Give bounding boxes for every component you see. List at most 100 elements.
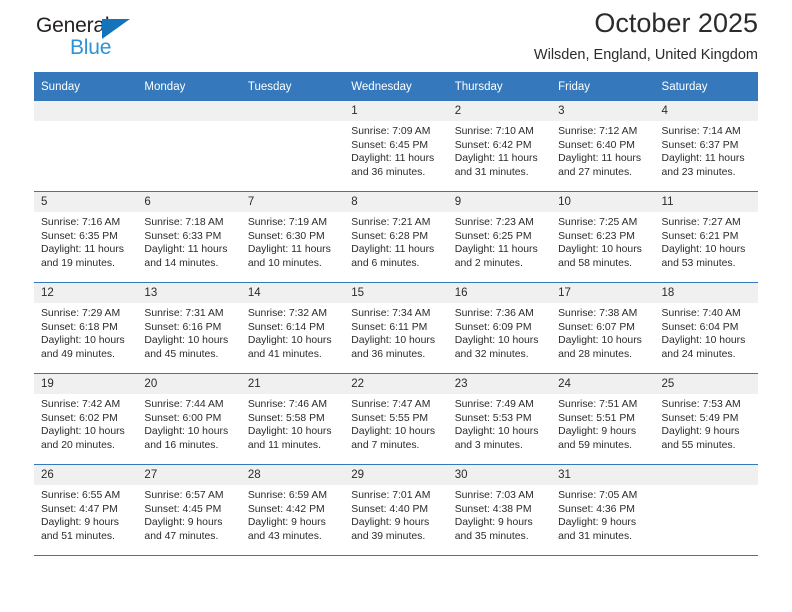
day-number [137,101,241,121]
sunrise-sunset-calendar: Sunday Monday Tuesday Wednesday Thursday… [34,72,758,556]
calendar-day-cell[interactable]: 4 Sunrise: 7:14 AM Sunset: 6:37 PM Daylight… [654,101,758,192]
calendar-week-row: 19 Sunrise: 7:42 AM Sunset: 6:02 PM Dayligh… [34,373,758,465]
day-number: 19 [34,374,138,394]
sunset-text: Sunset: 4:38 PM [454,503,532,515]
daylight-text-line2: and 2 minutes. [454,257,523,269]
daylight-text-line1: Daylight: 10 hours [558,335,642,346]
sunrise-text: Sunrise: 7:42 AM [41,399,121,410]
day-number: 9 [447,192,552,212]
sunrise-text: Sunrise: 7:36 AM [454,308,534,319]
page-subtitle: Wilsden, England, United Kingdom [533,47,758,63]
calendar-day-cell[interactable]: 29 Sunrise: 7:01 AM Sunset: 4:40 PM Dayligh… [344,464,448,556]
day-number: 30 [447,465,552,485]
sunrise-text: Sunrise: 7:51 AM [558,399,638,410]
day-details: Sunrise: 7:09 AM Sunset: 6:45 PM Daylight:… [344,121,447,179]
calendar-day-cell[interactable]: 7 Sunrise: 7:19 AM Sunset: 6:30 PM Daylight… [240,191,345,283]
day-details: Sunrise: 7:23 AM Sunset: 6:25 PM Daylight:… [448,212,551,270]
daylight-text-line1: Daylight: 11 hours [454,244,538,255]
day-number: 10 [551,192,655,212]
day-number: 16 [447,283,552,303]
sunrise-text: Sunrise: 6:57 AM [144,490,224,501]
day-number: 18 [654,283,758,303]
logo-triangle-icon [102,19,130,39]
calendar-day-cell[interactable]: 19 Sunrise: 7:42 AM Sunset: 6:02 PM Dayligh… [34,373,138,465]
day-number: 29 [344,465,448,485]
calendar-day-cell[interactable]: 13 Sunrise: 7:31 AM Sunset: 6:16 PM Dayligh… [137,282,241,374]
day-number: 31 [551,465,655,485]
day-details: Sunrise: 6:55 AM Sunset: 4:47 PM Daylight:… [34,485,137,543]
sunset-text: Sunset: 6:28 PM [351,230,429,242]
sunset-text: Sunset: 4:36 PM [558,503,635,515]
calendar-day-cell[interactable]: 1 Sunrise: 7:09 AM Sunset: 6:45 PM Daylight… [344,101,448,192]
daylight-text-line2: and 7 minutes. [351,439,420,451]
calendar-day-cell[interactable]: 31 Sunrise: 7:05 AM Sunset: 4:36 PM Dayligh… [551,464,655,556]
day-details: Sunrise: 7:05 AM Sunset: 4:36 PM Daylight:… [551,485,654,543]
daylight-text-line2: and 47 minutes. [144,530,219,542]
day-details: Sunrise: 7:34 AM Sunset: 6:11 PM Daylight:… [344,303,447,361]
sunrise-text: Sunrise: 7:10 AM [454,126,534,137]
sunrise-text: Sunrise: 7:38 AM [558,308,638,319]
calendar-day-cell[interactable]: 17 Sunrise: 7:38 AM Sunset: 6:07 PM Dayligh… [551,282,655,374]
sunrise-text: Sunrise: 7:19 AM [247,217,327,228]
sunset-text: Sunset: 4:45 PM [144,503,222,515]
sunset-text: Sunset: 6:02 PM [41,412,118,424]
calendar-week-row: 26 Sunrise: 6:55 AM Sunset: 4:47 PM Dayligh… [34,464,758,556]
day-number: 24 [551,374,655,394]
calendar-day-cell[interactable]: 20 Sunrise: 7:44 AM Sunset: 6:00 PM Dayligh… [137,373,241,465]
daylight-text-line2: and 10 minutes. [247,257,322,269]
calendar-day-cell[interactable]: 9 Sunrise: 7:23 AM Sunset: 6:25 PM Daylight… [447,191,552,283]
calendar-day-cell[interactable]: 10 Sunrise: 7:25 AM Sunset: 6:23 PM Dayligh… [551,191,655,283]
sunset-text: Sunset: 6:42 PM [454,139,532,151]
calendar-day-cell[interactable]: 18 Sunrise: 7:40 AM Sunset: 6:04 PM Dayligh… [654,282,758,374]
daylight-text-line1: Daylight: 10 hours [454,426,539,437]
calendar-day-cell[interactable]: 15 Sunrise: 7:34 AM Sunset: 6:11 PM Dayligh… [344,282,448,374]
calendar-day-cell[interactable]: 24 Sunrise: 7:51 AM Sunset: 5:51 PM Dayligh… [551,373,655,465]
calendar-day-cell[interactable]: 30 Sunrise: 7:03 AM Sunset: 4:38 PM Dayligh… [447,464,552,556]
calendar-day-cell[interactable]: 6 Sunrise: 7:18 AM Sunset: 6:33 PM Daylight… [137,191,241,283]
day-number: 23 [447,374,552,394]
sunrise-text: Sunrise: 6:59 AM [247,490,327,501]
calendar-day-cell[interactable]: 2 Sunrise: 7:10 AM Sunset: 6:42 PM Daylight… [447,101,552,192]
sunset-text: Sunset: 4:47 PM [41,503,118,515]
sunrise-text: Sunrise: 7:34 AM [351,308,431,319]
sunset-text: Sunset: 6:40 PM [558,139,635,151]
calendar-day-cell[interactable]: 28 Sunrise: 6:59 AM Sunset: 4:42 PM Dayligh… [240,464,345,556]
calendar-day-cell[interactable]: 23 Sunrise: 7:49 AM Sunset: 5:53 PM Dayligh… [447,373,552,465]
sunset-text: Sunset: 6:45 PM [351,139,429,151]
sunset-text: Sunset: 6:18 PM [41,321,118,333]
calendar-day-cell[interactable]: 25 Sunrise: 7:53 AM Sunset: 5:49 PM Dayligh… [654,373,758,465]
calendar-day-cell[interactable]: 3 Sunrise: 7:12 AM Sunset: 6:40 PM Daylight… [551,101,655,192]
day-number: 15 [344,283,448,303]
daylight-text-line2: and 41 minutes. [247,348,322,360]
weekday-header-monday: Monday [137,72,241,101]
daylight-text-line1: Daylight: 9 hours [558,426,637,437]
page-title: October 2025 [594,8,758,38]
weekday-header-friday: Friday [551,72,655,101]
daylight-text-line1: Daylight: 10 hours [558,244,642,255]
calendar-day-cell[interactable]: 11 Sunrise: 7:27 AM Sunset: 6:21 PM Dayligh… [654,191,758,283]
day-details: Sunrise: 7:44 AM Sunset: 6:00 PM Daylight:… [137,394,240,452]
sunset-text: Sunset: 5:53 PM [454,412,532,424]
day-details: Sunrise: 7:46 AM Sunset: 5:58 PM Daylight:… [241,394,344,452]
calendar-day-cell[interactable]: 26 Sunrise: 6:55 AM Sunset: 4:47 PM Dayligh… [34,464,138,556]
daylight-text-line2: and 20 minutes. [41,439,115,451]
sunset-text: Sunset: 6:30 PM [247,230,325,242]
general-blue-logo[interactable]: General Blue [36,14,176,66]
calendar-day-cell[interactable]: 14 Sunrise: 7:32 AM Sunset: 6:14 PM Dayligh… [240,282,345,374]
sunrise-text: Sunrise: 7:53 AM [661,399,741,410]
sunrise-text: Sunrise: 7:46 AM [247,399,327,410]
calendar-day-cell[interactable]: 8 Sunrise: 7:21 AM Sunset: 6:28 PM Daylight… [344,191,448,283]
calendar-day-cell[interactable]: 5 Sunrise: 7:16 AM Sunset: 6:35 PM Daylight… [34,191,138,283]
calendar-day-cell[interactable]: 21 Sunrise: 7:46 AM Sunset: 5:58 PM Dayligh… [240,373,345,465]
day-details: Sunrise: 7:12 AM Sunset: 6:40 PM Daylight:… [551,121,654,179]
calendar-day-cell[interactable]: 16 Sunrise: 7:36 AM Sunset: 6:09 PM Dayligh… [447,282,552,374]
weekday-header-thursday: Thursday [447,72,552,101]
calendar-day-cell[interactable]: 22 Sunrise: 7:47 AM Sunset: 5:55 PM Dayligh… [344,373,448,465]
logo-word-general: General [36,14,110,37]
sunset-text: Sunset: 4:42 PM [247,503,325,515]
calendar-day-cell[interactable]: 12 Sunrise: 7:29 AM Sunset: 6:18 PM Dayligh… [34,282,138,374]
sunrise-text: Sunrise: 7:27 AM [661,217,741,228]
daylight-text-line2: and 16 minutes. [144,439,219,451]
calendar-day-cell[interactable]: 27 Sunrise: 6:57 AM Sunset: 4:45 PM Dayligh… [137,464,241,556]
